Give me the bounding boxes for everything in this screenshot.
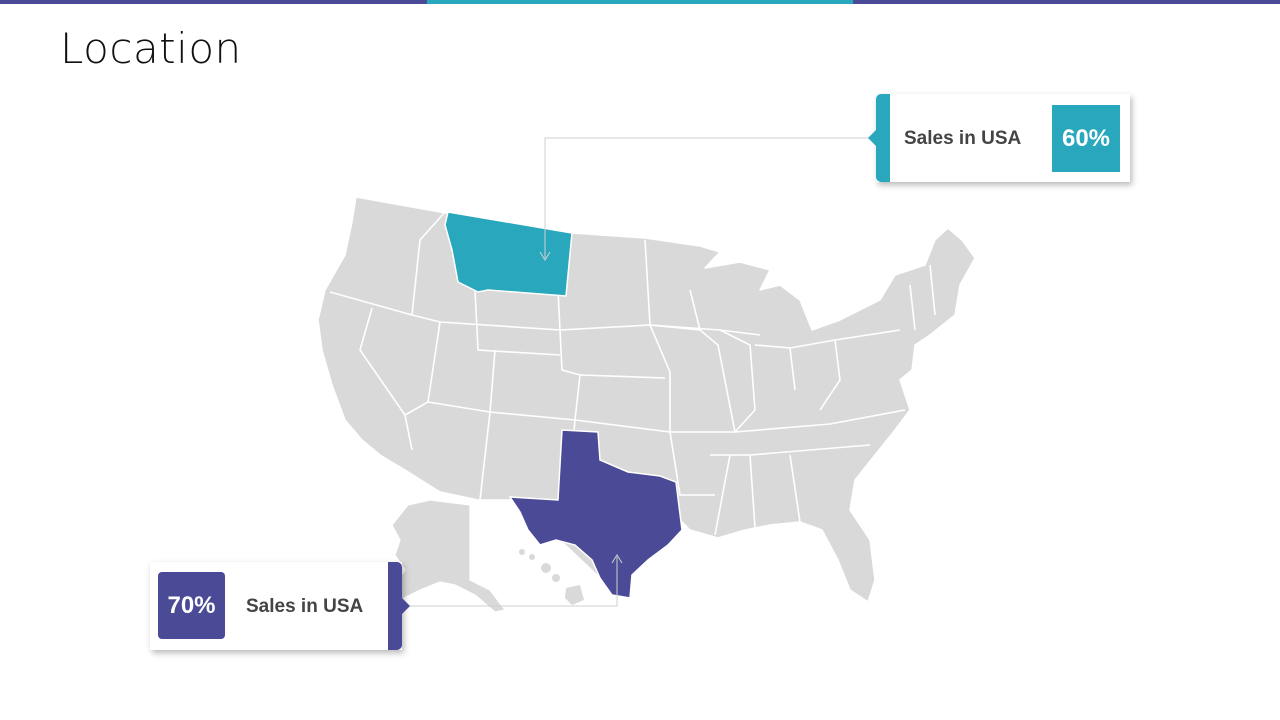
texas-arrowhead [611,554,623,564]
montana-callout-accent [876,94,890,182]
montana-callout-value: 60% [1052,105,1120,172]
texas-callout: 70% Sales in USA [150,562,410,650]
top-accent-bar [0,0,1280,4]
texas-callout-label: Sales in USA [246,596,364,617]
montana-callout: Sales in USA 60% [868,94,1130,182]
top-bar-segment-1 [0,0,427,4]
montana-callout-label: Sales in USA [904,128,1022,149]
montana-callout-notch [868,130,876,146]
state-hawaii [519,549,584,605]
texas-connector [404,557,618,607]
texas-callout-accent [388,562,402,650]
montana-connector [544,137,870,258]
texas-callout-value: 70% [158,572,225,639]
top-bar-segment-2 [426,0,854,4]
montana-arrowhead [539,251,551,261]
connector-lines [404,137,870,607]
state-alaska [391,499,507,613]
state-texas[interactable] [508,429,683,599]
state-montana[interactable] [444,211,573,297]
contiguous-usa [317,196,976,603]
texas-callout-notch [402,598,410,614]
usa-landmass [317,196,976,603]
top-bar-segment-3 [853,0,1280,4]
page-title: Location [60,24,242,73]
